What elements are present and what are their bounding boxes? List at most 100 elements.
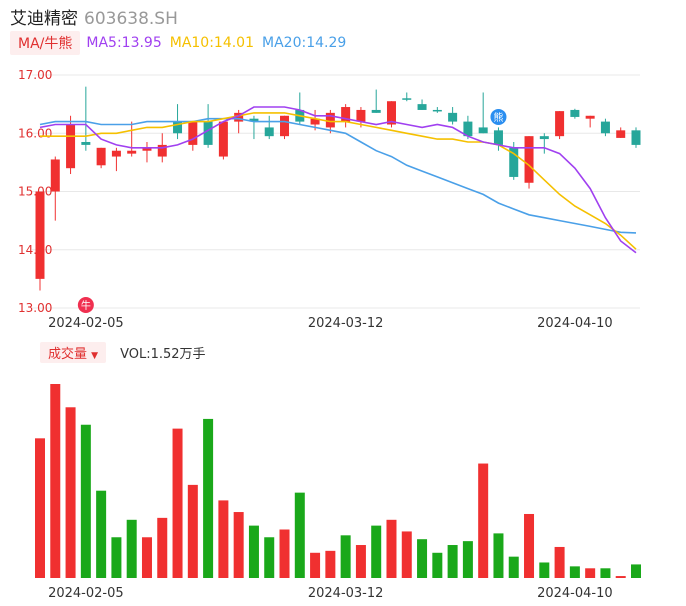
ma5-legend: MA5:13.95 <box>86 35 162 51</box>
candle-body <box>50 159 60 192</box>
volume-value: VOL:1.52万手 <box>120 346 206 362</box>
volume-bar <box>631 564 641 578</box>
volume-bar <box>417 539 428 578</box>
candle-body <box>96 147 106 166</box>
candle-body <box>157 144 167 157</box>
volume-bar <box>508 556 519 578</box>
candle-body <box>188 121 198 145</box>
candle-body <box>600 121 610 134</box>
volume-bar <box>569 566 580 578</box>
candle-body <box>463 121 473 137</box>
volume-bar <box>386 519 397 578</box>
volume-bar <box>524 513 535 578</box>
price-y-tick: 14.00 <box>18 243 52 257</box>
bear-marker-label: 熊 <box>493 111 503 124</box>
volume-bar <box>462 541 473 578</box>
candle-body <box>631 130 641 145</box>
price-x-tick: 2024-04-10 <box>537 316 613 331</box>
volume-bar <box>294 492 305 578</box>
volume-bar <box>50 384 61 578</box>
bull-icon <box>77 297 94 313</box>
candle-body <box>173 121 183 134</box>
volume-bar <box>585 568 596 578</box>
candle-body <box>249 118 259 122</box>
volume-bar <box>279 529 290 578</box>
candle-body <box>35 191 45 279</box>
volume-bar <box>325 550 336 578</box>
ma5-line <box>39 106 637 254</box>
stock-code: 603638.SH <box>84 9 178 29</box>
candle-body <box>509 147 519 177</box>
volume-label: 成交量 <box>48 346 88 362</box>
volume-bar <box>203 418 214 578</box>
volume-bar <box>65 407 76 578</box>
volume-bar <box>218 500 229 578</box>
volume-bar <box>96 490 107 578</box>
volume-bar <box>111 537 122 578</box>
volume-indicator-button[interactable]: 成交量 ▼ <box>40 341 107 363</box>
stock-name: 艾迪精密 <box>10 9 78 29</box>
volume-x-tick: 2024-03-12 <box>308 586 384 601</box>
candle-body <box>417 104 427 110</box>
ma20-legend: MA20:14.29 <box>262 35 347 51</box>
candle-body <box>142 147 152 151</box>
volume-bar <box>493 533 504 578</box>
caret-down-icon: ▼ <box>91 350 99 361</box>
candle-body <box>218 121 228 157</box>
volume-bar <box>141 537 152 578</box>
volume-bar <box>447 545 458 578</box>
ma20-line <box>39 117 637 234</box>
volume-bar <box>172 428 183 578</box>
volume-bar <box>478 463 489 578</box>
bear-icon <box>490 108 507 125</box>
volume-bar <box>340 535 351 578</box>
volume-bar <box>35 438 45 578</box>
ma10-line <box>40 112 637 250</box>
candle-body <box>371 109 381 113</box>
volume-bar <box>539 562 550 578</box>
volume-bar <box>187 484 198 578</box>
price-y-tick: 15.00 <box>18 185 52 199</box>
candle-body <box>478 127 488 134</box>
price-y-tick: 17.00 <box>18 68 52 82</box>
candle-body <box>493 130 503 145</box>
volume-bar <box>600 568 611 578</box>
volume-x-tick: 2024-04-10 <box>537 586 613 601</box>
candle-body <box>386 101 396 125</box>
candle-body <box>66 124 76 169</box>
candle-body <box>555 111 565 137</box>
price-x-tick: 2024-03-12 <box>308 316 384 331</box>
volume-legend: 成交量 ▼ VOL:1.52万手 <box>40 341 206 363</box>
volume-bar <box>248 525 259 578</box>
candle-body <box>570 109 580 117</box>
volume-bar <box>401 531 412 578</box>
volume-bar <box>264 537 275 578</box>
candle-body <box>341 107 351 122</box>
candle-body <box>585 115 595 119</box>
volume-bar <box>310 552 321 578</box>
volume-bar <box>355 545 366 578</box>
price-y-tick: 13.00 <box>18 301 52 315</box>
candle-body <box>127 150 137 154</box>
price-y-tick: 16.00 <box>18 126 52 140</box>
candle-body <box>203 121 213 145</box>
volume-bar <box>615 576 626 578</box>
candle-body <box>616 130 626 138</box>
candle-body <box>234 112 244 122</box>
candle-body <box>402 98 412 100</box>
candle-body <box>539 136 549 140</box>
volume-bar <box>432 552 443 578</box>
volume-bar <box>233 512 244 578</box>
candle-body <box>432 109 442 112</box>
ma-legend: MA/牛熊 MA5:13.95 MA10:14.01 MA20:14.29 <box>10 31 354 55</box>
price-x-tick: 2024-02-05 <box>48 316 124 331</box>
ma10-legend: MA10:14.01 <box>169 35 255 51</box>
volume-bar <box>371 525 382 578</box>
candle-body <box>524 136 534 183</box>
candle-body <box>325 112 335 128</box>
candle-body <box>356 109 366 122</box>
ma-indicator-button[interactable]: MA/牛熊 <box>10 31 81 55</box>
volume-bar <box>554 546 565 578</box>
candle-body <box>111 150 121 157</box>
